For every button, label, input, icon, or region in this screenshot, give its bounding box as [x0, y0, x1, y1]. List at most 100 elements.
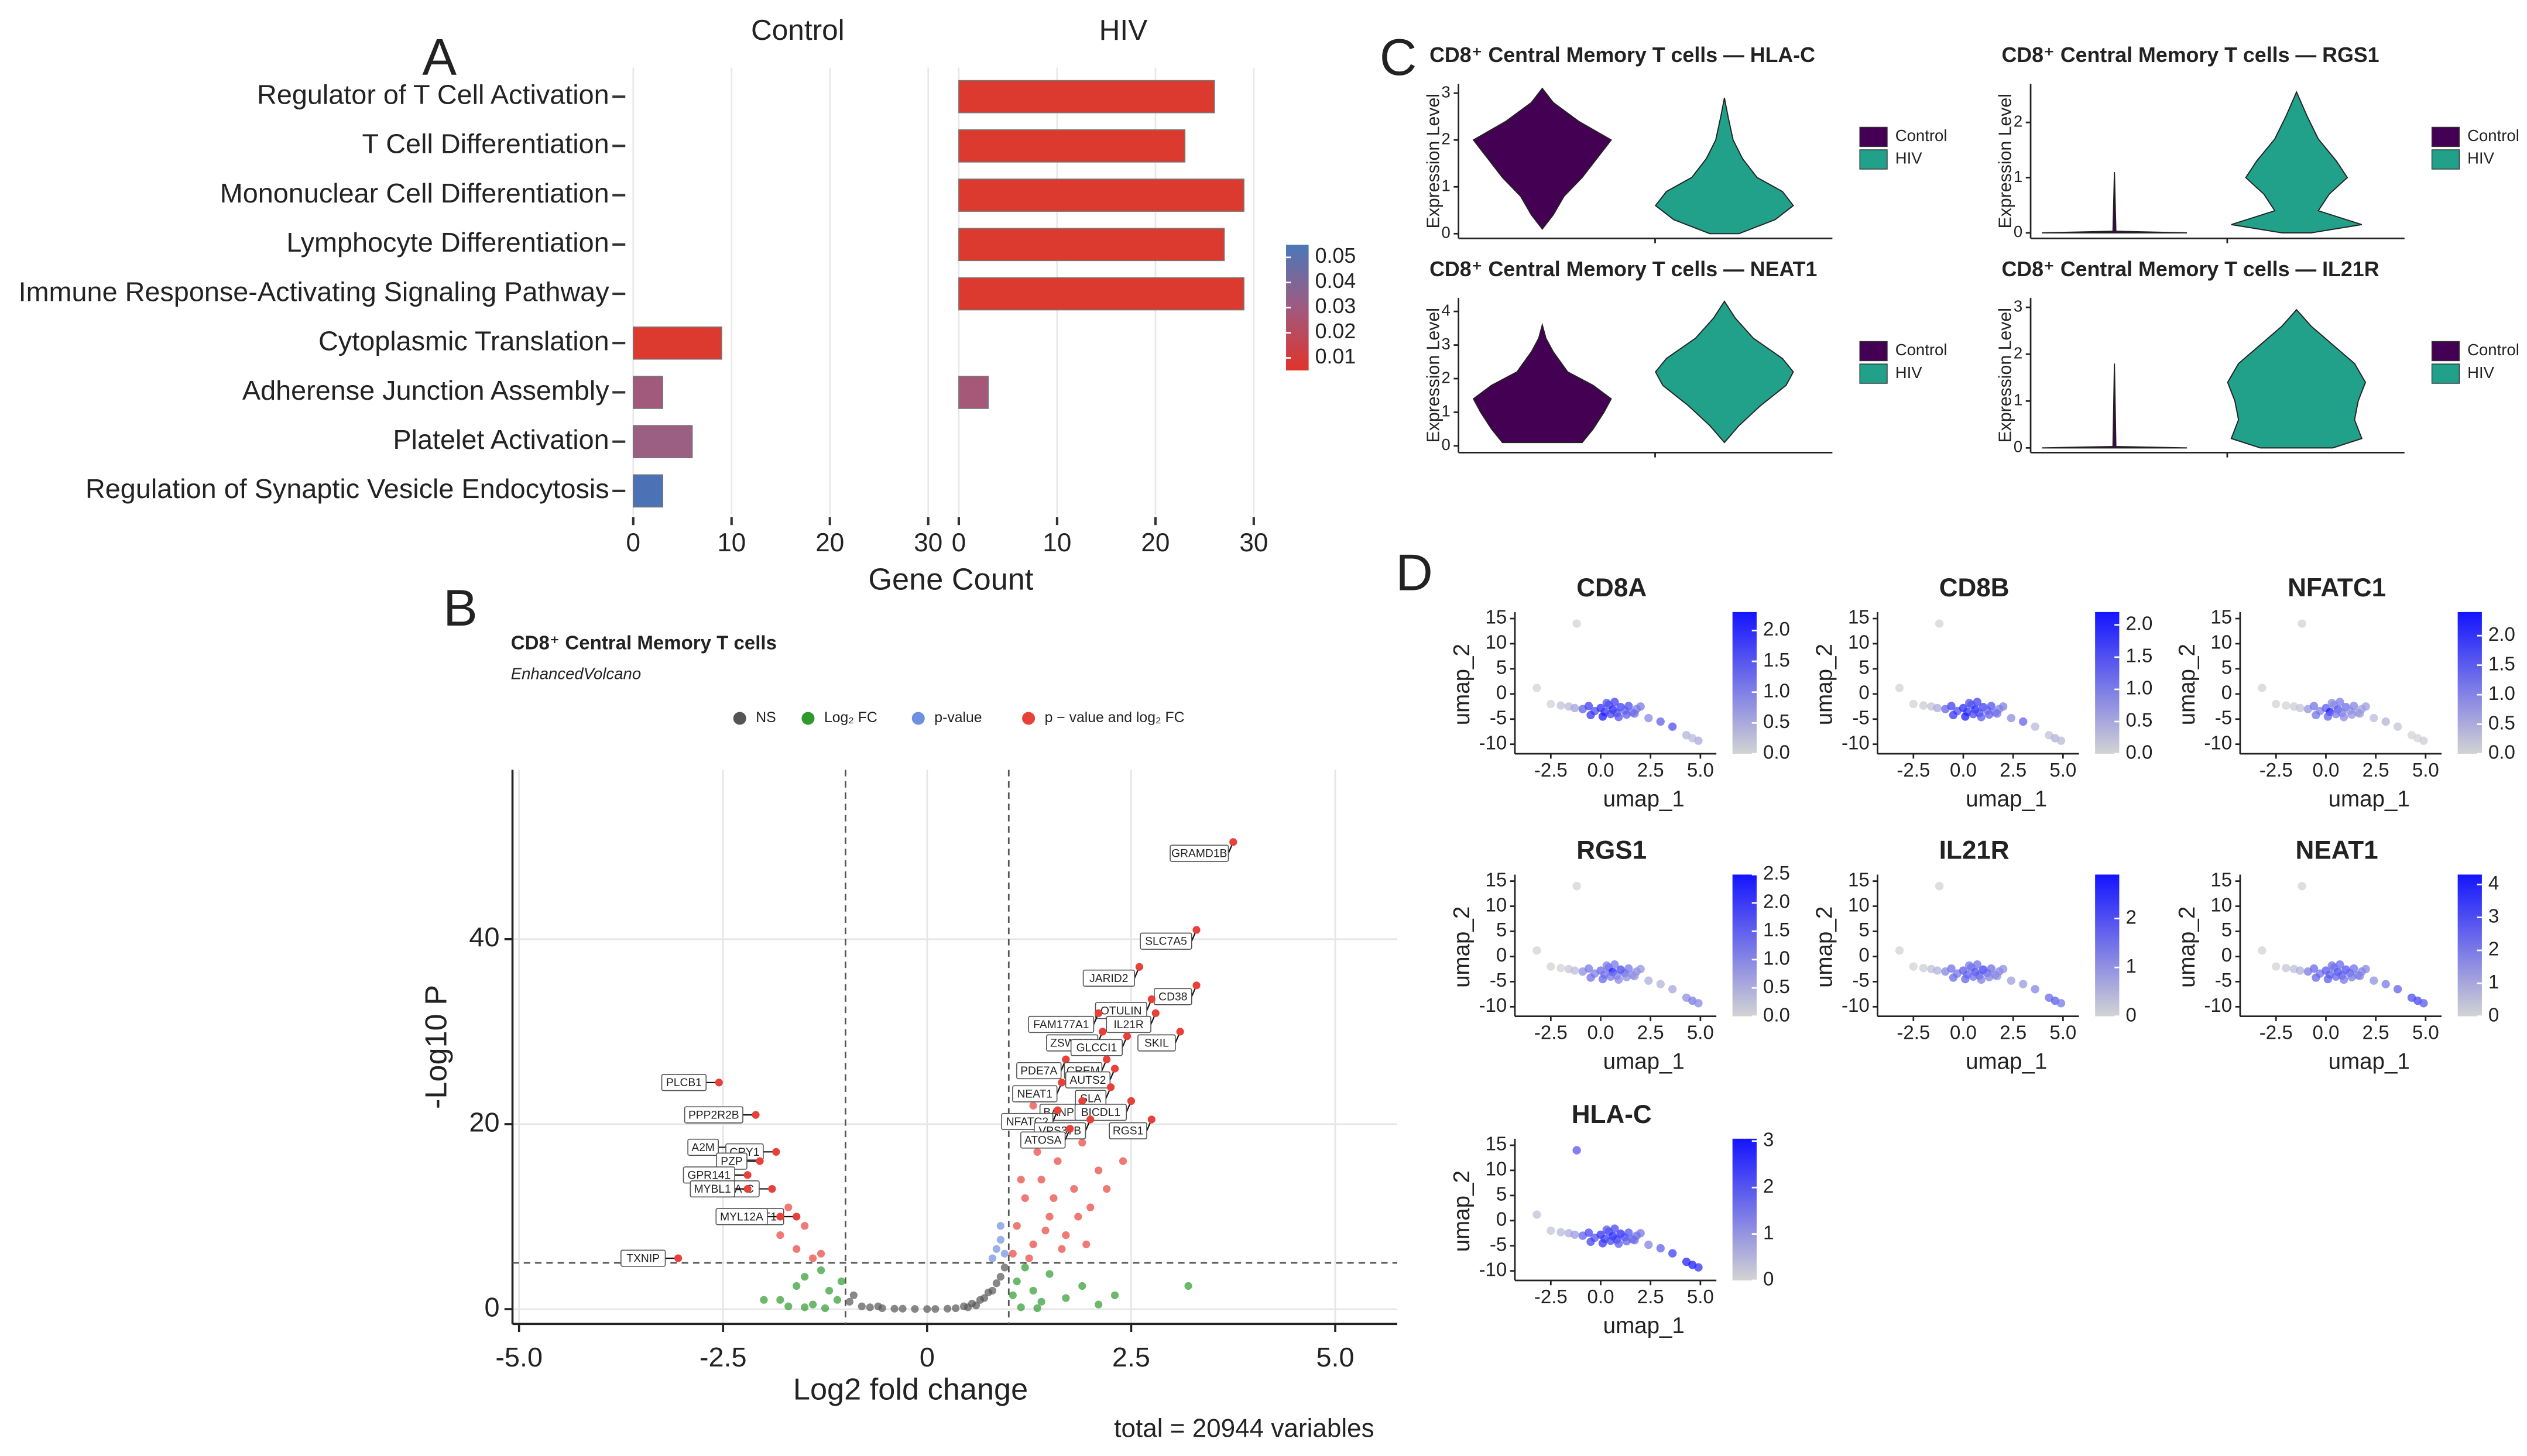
x-axis-label: Gene Count [868, 562, 1034, 596]
cell-point [1987, 964, 1995, 973]
gene-label: NEAT1 [1017, 1088, 1052, 1101]
point [1086, 1203, 1095, 1211]
colorbar-tick-label: 1 [2125, 955, 2136, 977]
point [911, 1305, 919, 1313]
cell-point [1985, 973, 1994, 981]
bar [958, 228, 1225, 262]
y-tick-label: -10 [1842, 994, 1870, 1016]
point [992, 1279, 1000, 1287]
gene-point [1123, 1032, 1132, 1041]
cell-point [1656, 717, 1665, 726]
y-axis-label: Expression Level [1996, 308, 2015, 442]
cell-point [1694, 1263, 1703, 1272]
point [1095, 1300, 1103, 1309]
y-tick-label: -5 [1490, 1233, 1507, 1255]
x-tick-label: 2.5 [1112, 1342, 1150, 1372]
x-tick-label: 5.0 [1687, 759, 1714, 781]
plot-title: CD8⁺ Central Memory T cells — IL21R [2001, 257, 2379, 281]
legend-label: Control [2467, 126, 2519, 145]
colorbar-tick-label: 0.01 [1315, 345, 1356, 368]
y-tick-label: 10 [2210, 894, 2232, 915]
y-tick-label: 5 [1859, 919, 1869, 940]
point [849, 1291, 858, 1299]
cell-point [2019, 717, 2028, 726]
point [996, 1222, 1004, 1230]
gene-point [674, 1254, 683, 1262]
cell-point [1606, 972, 1615, 981]
legend-swatch [1859, 341, 1888, 362]
cell-point [1556, 701, 1565, 710]
bar [632, 376, 664, 409]
point [984, 1288, 993, 1297]
cell-point [1895, 684, 1904, 692]
legend-label: NS [756, 710, 776, 726]
gene-point [1054, 1106, 1062, 1114]
point [1021, 1194, 1029, 1202]
y-tick-label: -5 [1852, 706, 1869, 728]
point [776, 1296, 784, 1304]
y-tick-label: 10 [1485, 894, 1507, 915]
caption: total = 20944 variables [1114, 1414, 1374, 1443]
colorbar-tick-label: 2.0 [1763, 618, 1790, 640]
category-label: Immune Response-Activating Signaling Pat… [19, 276, 610, 307]
cell-point [2312, 973, 2320, 982]
violin [2042, 172, 2187, 233]
label-box [1082, 969, 1135, 987]
x-tick-label: -2.5 [1534, 1022, 1568, 1043]
gene-point [743, 1171, 752, 1179]
cell-point [1965, 699, 1974, 708]
point [801, 1273, 809, 1281]
legend-swatch [2431, 341, 2460, 362]
x-tick-label: 5.0 [1687, 1286, 1714, 1307]
y-tick-label: 5 [1496, 1183, 1507, 1205]
label-box [1140, 932, 1192, 950]
y-tick-label: 40 [469, 922, 499, 952]
colorbar-tick-label: 2 [1763, 1175, 1774, 1197]
cell-point [1935, 882, 1944, 891]
cell-point [1993, 709, 2002, 718]
cell-point [2327, 961, 2336, 970]
cell-point [2381, 980, 2390, 988]
y-tick-label: -10 [2204, 732, 2232, 753]
cell-point [1622, 710, 1631, 719]
cell-point [2309, 964, 2319, 973]
x-tick-label: -5.0 [495, 1342, 543, 1372]
cell-point [1987, 702, 1995, 710]
cell-point [1598, 974, 1607, 984]
gene-label: PLCB1 [666, 1077, 702, 1089]
y-tick-label: 0 [2014, 438, 2022, 456]
point [784, 1203, 793, 1211]
colorbar-tick-label: 0.04 [1315, 269, 1356, 293]
label-box [1106, 1015, 1151, 1033]
cell-point [2272, 699, 2281, 709]
y-tick-label: 15 [1848, 606, 1870, 628]
plot-title: CD8B [1939, 574, 2010, 602]
colorbar-tick-label: 0 [2125, 1004, 2136, 1025]
point [776, 1231, 784, 1239]
cell-point [2295, 966, 2305, 975]
point [1009, 1249, 1017, 1258]
colorbar-tick-label: 1.0 [2125, 677, 2152, 699]
cell-point [2282, 964, 2291, 973]
point [1017, 1303, 1025, 1311]
bar [958, 376, 989, 409]
plot-title: CD8A [1576, 574, 1647, 602]
x-axis-label: umap_1 [1603, 1313, 1685, 1338]
violin [1472, 87, 1612, 230]
y-tick-label: 10 [1848, 894, 1870, 915]
gene-point [1095, 1009, 1103, 1017]
gene-label: BICDL1 [1081, 1107, 1120, 1119]
cell-point [1624, 702, 1633, 710]
label-box [661, 1074, 707, 1091]
cell-point [1668, 985, 1677, 994]
colorbar-tick-label: 0.5 [1763, 976, 1790, 997]
x-tick-label: -2.5 [2259, 759, 2293, 781]
colorbar-tick-label: 2.0 [1763, 891, 1790, 912]
x-tick-label: 0.0 [2312, 759, 2339, 781]
gene-point [772, 1148, 780, 1156]
cell-point [1556, 1228, 1565, 1237]
cell-point [1584, 702, 1593, 710]
x-tick-label: 5.0 [1316, 1342, 1355, 1372]
cell-point [1919, 701, 1928, 710]
colorbar-tick-label: 1.0 [1763, 947, 1790, 969]
